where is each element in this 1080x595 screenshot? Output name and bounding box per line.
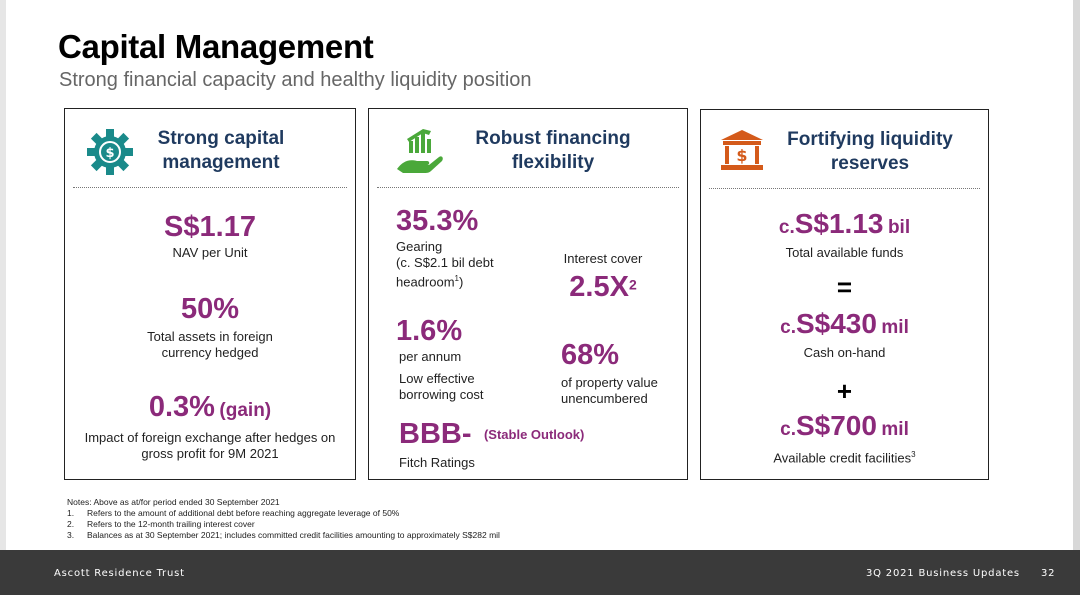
panel-divider [377, 187, 679, 188]
credit-facilities-metric: c.S$700 mil Available credit facilities3 [773, 410, 916, 466]
panel-heading: Robust financing flexibility [475, 128, 631, 173]
panel-financing-flexibility: Robust financing flexibility 35.3% Geari… [368, 108, 688, 480]
cash-metric: c.S$430 mil Cash on-hand [780, 308, 909, 360]
footer-bar: Ascott Residence Trust 3Q 2021 Business … [0, 550, 1080, 595]
footer-page-number: 32 [1041, 568, 1056, 579]
panel-heading: Fortifying liquidity reserves [787, 129, 953, 174]
gearing-metric: 35.3% Gearing (c. S$2.1 bil debt headroo… [396, 205, 494, 290]
left-edge-shade [0, 0, 6, 550]
unencumbered-metric: 68% of property value unencumbered [561, 339, 658, 406]
svg-text:$: $ [105, 146, 114, 161]
panel-header: $ Strong capital management [65, 125, 355, 183]
interest-cover-metric: Interest cover 2.5X2 [563, 251, 643, 303]
footnote-item: 2. Refers to the 12-month trailing intere… [67, 519, 255, 529]
hedged-metric: 50% Total assets in foreign currency hed… [147, 293, 273, 360]
gear-dollar-icon: $ [85, 127, 137, 179]
bank-dollar-icon: $ [719, 128, 771, 180]
footer-report-name: 3Q 2021 Business Updates [866, 568, 1020, 579]
nav-metric: S$1.17 NAV per Unit [164, 211, 256, 260]
footer-company: Ascott Residence Trust [54, 568, 185, 579]
panel-header: Robust financing flexibility [369, 125, 687, 183]
total-funds-metric: c.S$1.13 bil Total available funds [778, 208, 911, 260]
footnotes: Notes: Above as at/for period ended 30 S… [67, 497, 500, 541]
panel-divider [73, 187, 347, 188]
fitch-rating-metric: BBB- (Stable Outlook) Fitch Ratings [399, 418, 585, 470]
right-edge-shade [1073, 0, 1080, 550]
panel-capital-management: $ Strong capital management S$1.17 NAV p… [64, 108, 356, 480]
panel-liquidity-reserves: $ Fortifying liquidity reserves c.S$1.13… [700, 109, 989, 480]
equals-sign: = [836, 272, 853, 302]
panel-header: $ Fortifying liquidity reserves [701, 126, 988, 184]
page-subtitle: Strong financial capacity and healthy li… [59, 69, 532, 91]
footnotes-header: Notes: Above as at/for period ended 30 S… [67, 497, 280, 507]
fx-metric: 0.3% (gain) Impact of foreign exchange a… [84, 391, 336, 461]
footnote-item: 1. Refers to the amount of additional deb… [67, 508, 400, 518]
panel-divider [709, 188, 980, 189]
page-title: Capital Management [58, 28, 374, 65]
footnote-item: 3. Balances as at 30 September 2021; incl… [67, 530, 500, 540]
svg-text:$: $ [736, 146, 747, 165]
borrowing-cost-metric: 1.6% per annum Low effective borrowing c… [396, 315, 484, 402]
plus-sign: + [836, 376, 853, 406]
panel-heading: Strong capital management [157, 128, 285, 173]
hand-growth-chart-icon [393, 127, 445, 179]
